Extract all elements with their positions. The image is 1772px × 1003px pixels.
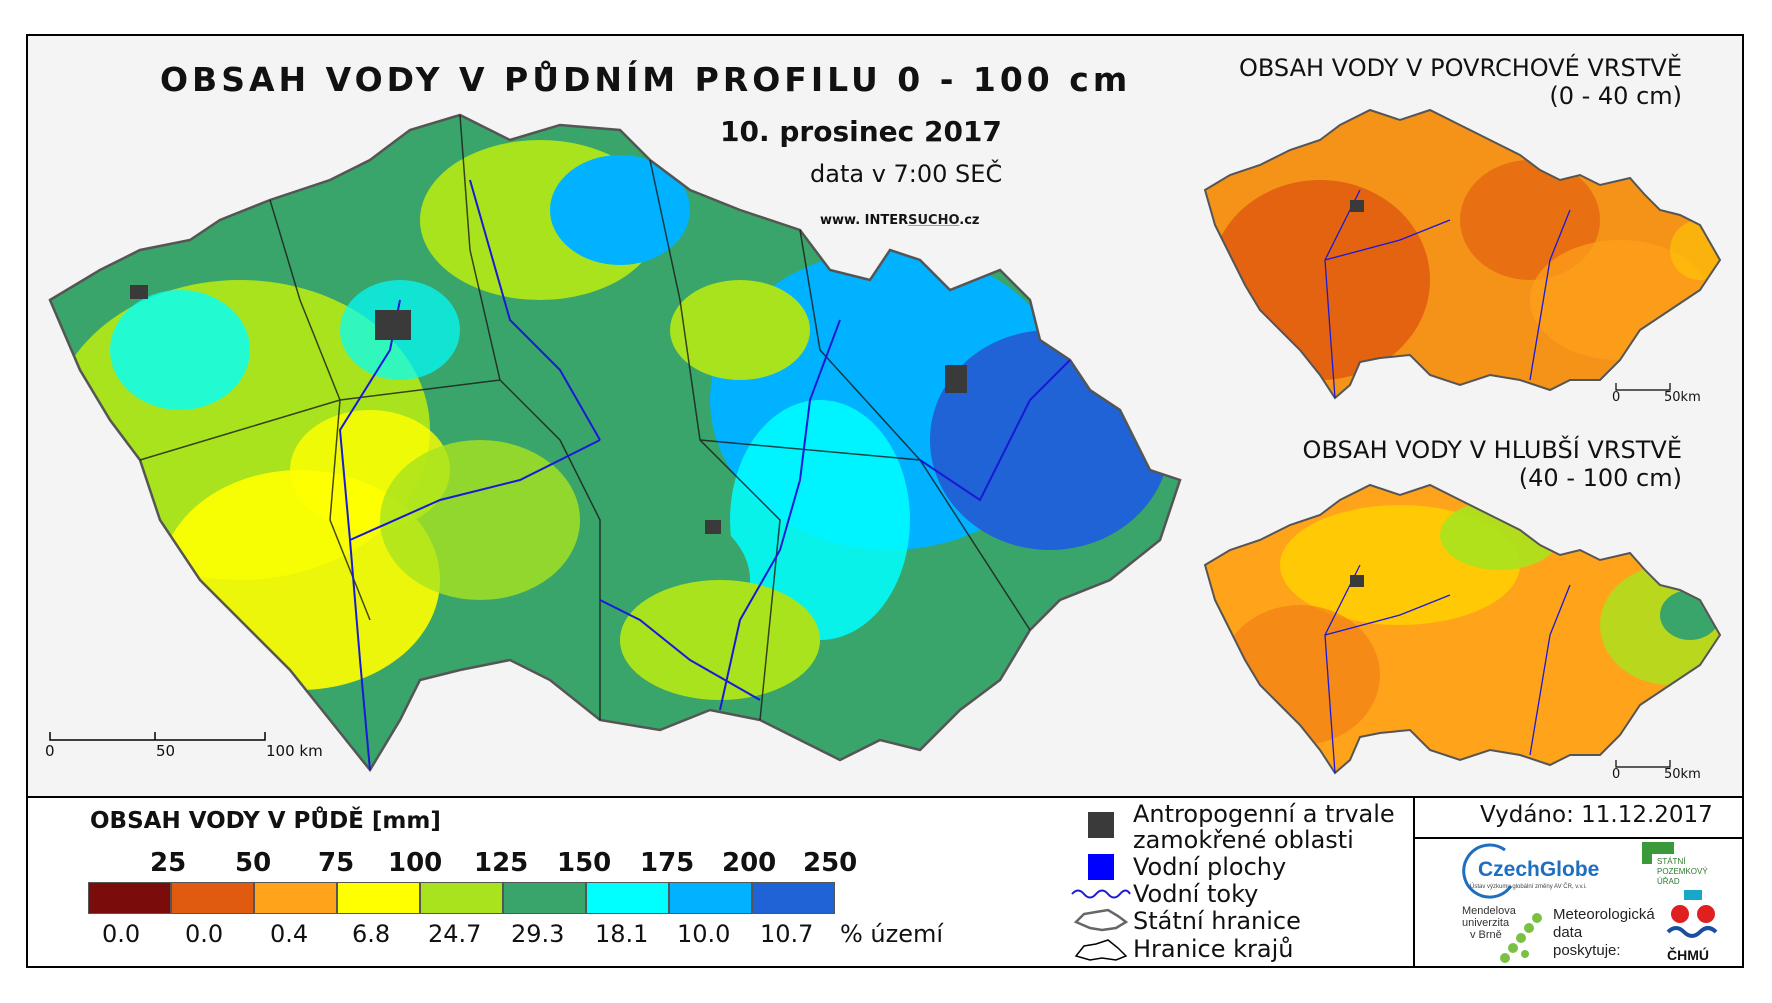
- state-border-symbol-icon: [1073, 908, 1129, 932]
- spu-line1: STÁTNÍ: [1657, 857, 1686, 866]
- inset-top-map: [1203, 108, 1722, 400]
- legend-break: 25: [150, 848, 187, 878]
- legend-percent: 18.1: [595, 920, 649, 948]
- website-highlight: SUCHO: [908, 213, 960, 228]
- spu-line2: POZEMKOVÝ: [1657, 867, 1708, 876]
- legend-swatch: [669, 882, 752, 914]
- chmu-mark-icon: [1666, 890, 1718, 938]
- legend-swatch: [503, 882, 586, 914]
- stream-symbol-icon: [1071, 889, 1131, 899]
- legend-break: 200: [722, 848, 777, 878]
- water-body-swatch: [1088, 854, 1114, 880]
- legend-swatch: [752, 882, 835, 914]
- spu-line3: ÚŘAD: [1657, 877, 1680, 886]
- inset-bottom-scale-0: 0: [1612, 767, 1621, 782]
- water-streams-label: Vodní toky: [1133, 880, 1259, 908]
- scale-tick-0: 0: [45, 742, 55, 760]
- legend-swatch: [254, 882, 337, 914]
- inset-top-title-line1: OBSAH VODY V POVRCHOVÉ VRSTVĚ: [1239, 54, 1682, 82]
- czechglobe-sub: Ústav výzkumu globální změny AV ČR, v.v.…: [1470, 884, 1587, 890]
- mendel-line3: v Brně: [1470, 929, 1502, 941]
- legend-swatch: [337, 882, 420, 914]
- legend-percent: 6.8: [352, 920, 391, 948]
- legend-break: 50: [235, 848, 272, 878]
- legend-divider-vertical: [1413, 796, 1415, 968]
- legend-percent: 24.7: [428, 920, 482, 948]
- legend-percent: 0.4: [270, 920, 309, 948]
- meteo-line2: data: [1553, 924, 1583, 941]
- region-border-label: Hranice krajů: [1133, 935, 1294, 963]
- inset-top-scale-0: 0: [1612, 390, 1621, 405]
- website-link[interactable]: www. INTERSUCHO.cz: [820, 213, 979, 228]
- mendel-line1: Mendelova: [1462, 905, 1516, 917]
- legend-title: OBSAH VODY V PŮDĚ [mm]: [90, 808, 441, 834]
- legend-percent: 0.0: [102, 920, 141, 948]
- anthropogenic-areas: [130, 285, 967, 534]
- inset-top-scale-bar: [1615, 383, 1671, 391]
- legend-percent: 10.7: [760, 920, 814, 948]
- inset-bottom-map: [1203, 483, 1722, 775]
- inset-bottom-scale-end: 50km: [1664, 767, 1701, 782]
- state-border-label: Státní hranice: [1133, 907, 1301, 935]
- legend-break: 250: [803, 848, 858, 878]
- main-scale-bar: [49, 732, 266, 741]
- main-title: OBSAH VODY V PŮDNÍM PROFILU 0 - 100 cm: [160, 60, 1132, 99]
- main-map: [48, 113, 1182, 773]
- mendel-line2: univerzita: [1462, 917, 1510, 929]
- water-bodies-label: Vodní plochy: [1133, 853, 1287, 881]
- legend-swatch: [420, 882, 503, 914]
- legend-percent: 29.3: [511, 920, 565, 948]
- inset-bottom-scale-bar: [1615, 760, 1671, 768]
- legend-percent: 10.0: [677, 920, 731, 948]
- meteo-line3: poskytuje:: [1553, 942, 1621, 959]
- inset-top-title-line2: (0 - 40 cm): [1549, 82, 1682, 110]
- anthropogenic-label-line2: zamokřené oblasti: [1133, 826, 1354, 854]
- legend-swatch: [88, 882, 171, 914]
- region-border-symbol-icon: [1074, 939, 1128, 961]
- anthropogenic-swatch: [1088, 812, 1114, 838]
- inset-bottom-title: OBSAH VODY V HLUBŠÍ VRSTVĚ (40 - 100 cm): [1232, 436, 1682, 492]
- issued-date: Vydáno: 11.12.2017: [1480, 802, 1713, 828]
- legend-percent: 0.0: [185, 920, 224, 948]
- legend-percent-unit: % území: [840, 920, 944, 948]
- czechglobe-name: CzechGlobe: [1478, 858, 1600, 881]
- state-border: [48, 113, 1182, 773]
- water-streams: [338, 179, 1071, 771]
- website-suffix: .cz: [959, 213, 980, 228]
- legend-break: 150: [557, 848, 612, 878]
- legend-break: 125: [474, 848, 529, 878]
- mendel-dots-icon: [1500, 913, 1542, 963]
- inset-top-scale-end: 50km: [1664, 390, 1701, 405]
- legend-break: 75: [318, 848, 355, 878]
- chmu-name: ČHMÚ: [1667, 947, 1709, 963]
- legend-break: 100: [388, 848, 443, 878]
- map-date: 10. prosinec 2017: [720, 115, 1002, 148]
- scale-tick-50: 50: [156, 742, 176, 760]
- anthropogenic-label-line1: Antropogenní a trvale: [1133, 800, 1395, 828]
- inset-bottom-title-line1: OBSAH VODY V HLUBŠÍ VRSTVĚ: [1302, 436, 1682, 464]
- legend-break: 175: [640, 848, 695, 878]
- legend-swatch: [171, 882, 254, 914]
- legend-swatch: [586, 882, 669, 914]
- inset-top-title: OBSAH VODY V POVRCHOVÉ VRSTVĚ (0 - 40 cm…: [1232, 54, 1682, 110]
- legend-divider-horizontal: [1413, 837, 1744, 839]
- region-borders: [139, 114, 1031, 721]
- inset-bottom-title-line2: (40 - 100 cm): [1518, 464, 1682, 492]
- meteo-line1: Meteorologická: [1553, 906, 1655, 923]
- czechglobe-arc-icon: [1462, 843, 1513, 899]
- scale-tick-100: 100 km: [266, 742, 323, 760]
- data-time: data v 7:00 SEČ: [810, 160, 1003, 188]
- website-prefix: www. INTER: [820, 213, 909, 228]
